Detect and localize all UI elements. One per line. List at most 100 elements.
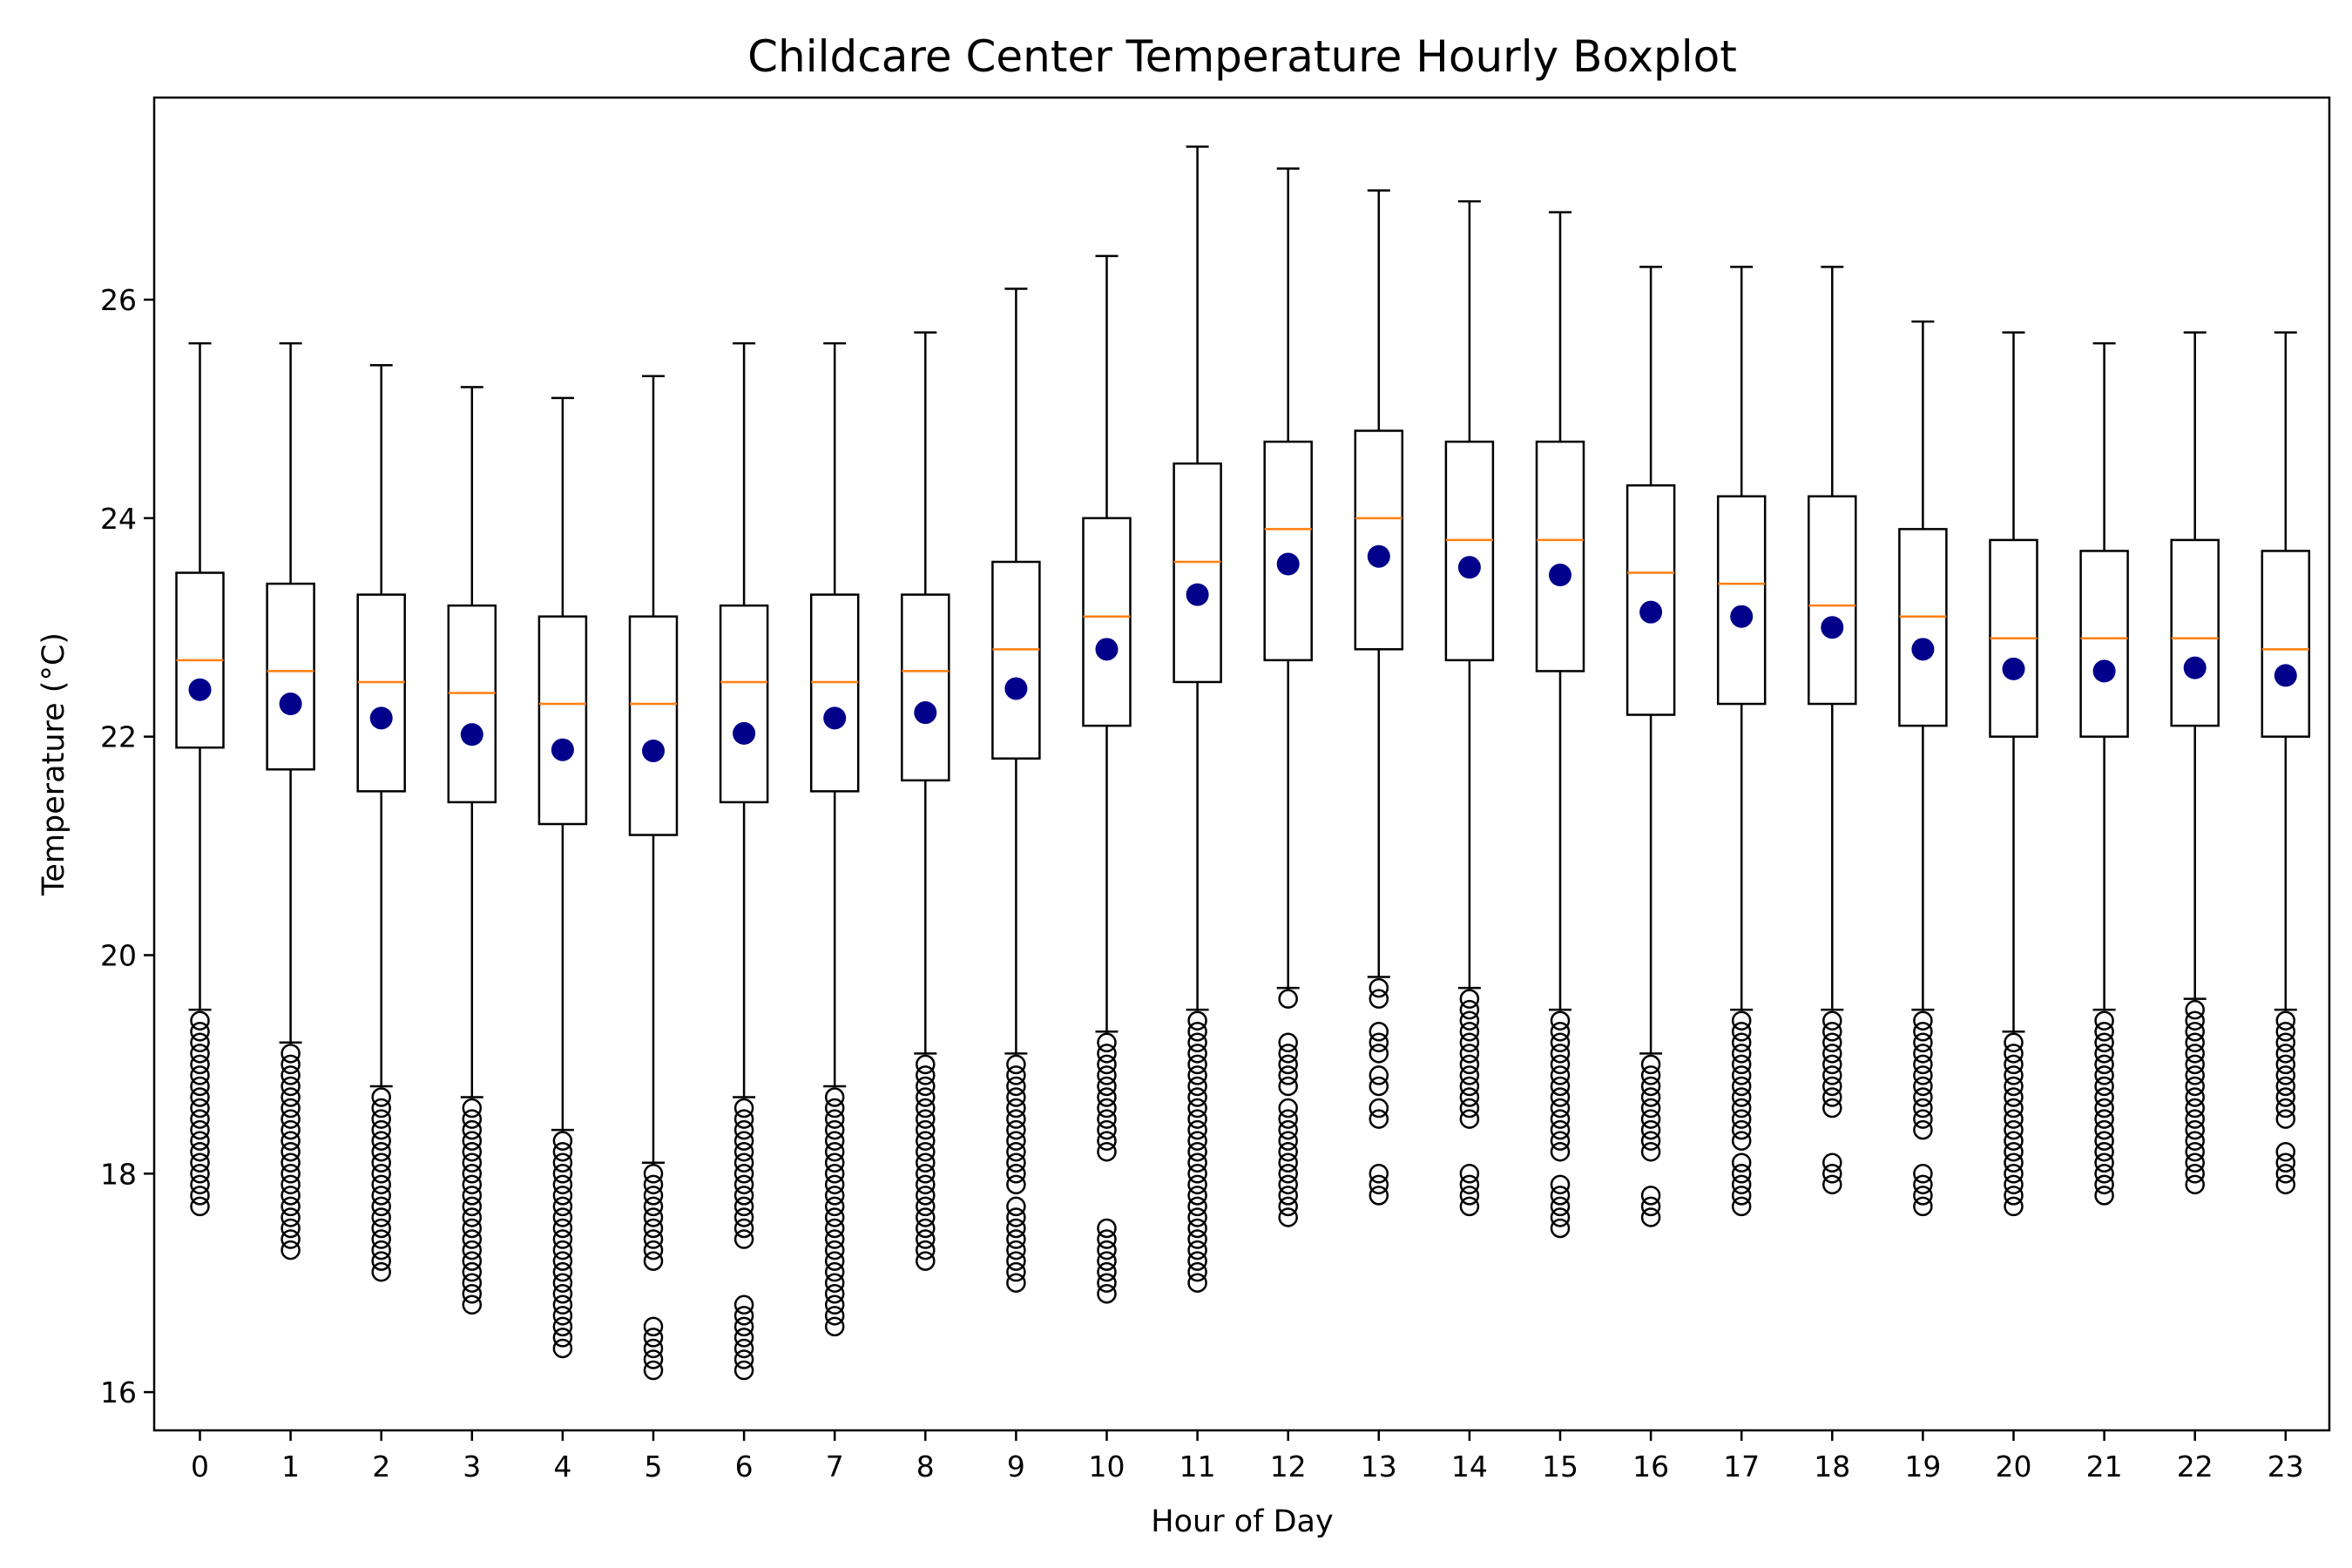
outlier-point: [280, 1065, 301, 1085]
outlier-point: [552, 1251, 573, 1271]
outlier-point: [552, 1328, 573, 1348]
outlier-point: [916, 1229, 936, 1249]
outlier-point: [824, 1240, 845, 1260]
outlier-point: [1369, 989, 1389, 1009]
iqr-box: [628, 615, 679, 836]
outlier-point: [280, 1119, 301, 1140]
box-group-hour-9: [991, 287, 1041, 1293]
outlier-point: [1006, 1207, 1026, 1227]
outlier-point: [1187, 1261, 1207, 1282]
outlier-point: [1187, 1044, 1207, 1064]
outlier-point: [1913, 1032, 1933, 1053]
outlier-point: [824, 1164, 845, 1184]
outlier-point: [1731, 1087, 1752, 1107]
iqr-box: [1535, 440, 1585, 672]
outlier-point: [2275, 1152, 2296, 1173]
box-group-hour-3: [447, 386, 497, 1315]
iqr-box: [2170, 538, 2220, 727]
outlier-point: [280, 1152, 301, 1173]
outlier-point: [643, 1240, 664, 1260]
outlier-point: [1097, 1273, 1117, 1293]
outlier-point: [1278, 1065, 1298, 1085]
outlier-point: [1278, 1109, 1298, 1129]
outlier-point: [643, 1207, 664, 1227]
x-tick-label: 15: [1542, 1450, 1578, 1484]
outlier-point: [643, 1349, 664, 1369]
outlier-point: [1913, 1010, 1933, 1031]
outlier-point: [1459, 1186, 1480, 1206]
outlier-point: [1097, 1229, 1117, 1249]
outlier-point: [824, 1207, 845, 1227]
iqr-box: [447, 604, 497, 804]
outlier-point: [824, 1186, 845, 1206]
outlier-point: [1097, 1065, 1117, 1085]
outlier-point: [2185, 1152, 2205, 1173]
outlier-point: [1097, 1044, 1117, 1064]
outlier-point: [1731, 1022, 1752, 1042]
outlier-point: [1006, 1119, 1026, 1140]
outlier-point: [2004, 1032, 2024, 1053]
outlier-point: [1278, 1164, 1298, 1184]
outlier-point: [371, 1218, 391, 1239]
outlier-point: [190, 1131, 210, 1151]
box-group-hour-21: [2079, 341, 2129, 1206]
outlier-point: [916, 1098, 936, 1119]
outlier-point: [2094, 1119, 2114, 1140]
mean-marker: [1276, 552, 1300, 576]
outlier-point: [2094, 1109, 2114, 1129]
outlier-point: [1550, 1022, 1571, 1042]
outlier-point: [1550, 1131, 1571, 1151]
outlier-point: [2185, 999, 2205, 1020]
outlier-point: [2004, 1054, 2024, 1075]
outlier-point: [2094, 1044, 2114, 1064]
outlier-point: [2004, 1044, 2024, 1064]
iqr-box: [901, 593, 950, 782]
outlier-point: [371, 1098, 391, 1119]
mean-marker: [642, 739, 665, 762]
outlier-point: [1278, 1098, 1298, 1119]
box-group-hour-0: [175, 341, 225, 1217]
outlier-point: [1187, 1131, 1207, 1151]
outlier-point: [1369, 1098, 1389, 1119]
outlier-point: [462, 1218, 483, 1239]
outlier-point: [1913, 1044, 1933, 1064]
outlier-point: [1006, 1273, 1026, 1293]
outlier-point: [1731, 1119, 1752, 1140]
outlier-point: [1459, 1044, 1480, 1064]
outlier-point: [643, 1338, 664, 1359]
outlier-point: [2185, 1044, 2205, 1064]
outlier-point: [1640, 1076, 1661, 1097]
plot-frame: [152, 96, 2331, 1432]
iqr-box: [1082, 517, 1132, 727]
outlier-point: [1097, 1261, 1117, 1282]
x-tick-label: 10: [1089, 1450, 1125, 1484]
box-group-hour-12: [1263, 167, 1313, 1227]
outlier-point: [1006, 1076, 1026, 1097]
x-tick-label: 3: [463, 1450, 481, 1484]
outlier-point: [462, 1119, 483, 1140]
outlier-point: [643, 1164, 664, 1184]
outlier-point: [2275, 1174, 2296, 1195]
outlier-point: [1459, 1196, 1480, 1217]
iqr-box: [2261, 550, 2311, 738]
mean-marker: [2002, 657, 2025, 680]
outlier-point: [2004, 1098, 2024, 1119]
outlier-point: [916, 1251, 936, 1271]
outlier-point: [552, 1174, 573, 1195]
outlier-point: [2275, 1010, 2296, 1031]
mean-marker: [460, 723, 483, 747]
outlier-point: [733, 1306, 754, 1326]
outlier-point: [2094, 1065, 2114, 1085]
outlier-point: [371, 1119, 391, 1140]
outlier-point: [462, 1186, 483, 1206]
outlier-point: [1913, 1164, 1933, 1184]
outlier-point: [1006, 1065, 1026, 1085]
outlier-point: [1822, 1098, 1842, 1119]
outlier-point: [1640, 1196, 1661, 1217]
outlier-point: [2275, 1032, 2296, 1053]
outlier-point: [1550, 1196, 1571, 1217]
outlier-point: [2004, 1174, 2024, 1195]
outlier-point: [1187, 1054, 1207, 1075]
iqr-box: [1354, 429, 1404, 651]
outlier-point: [733, 1109, 754, 1129]
